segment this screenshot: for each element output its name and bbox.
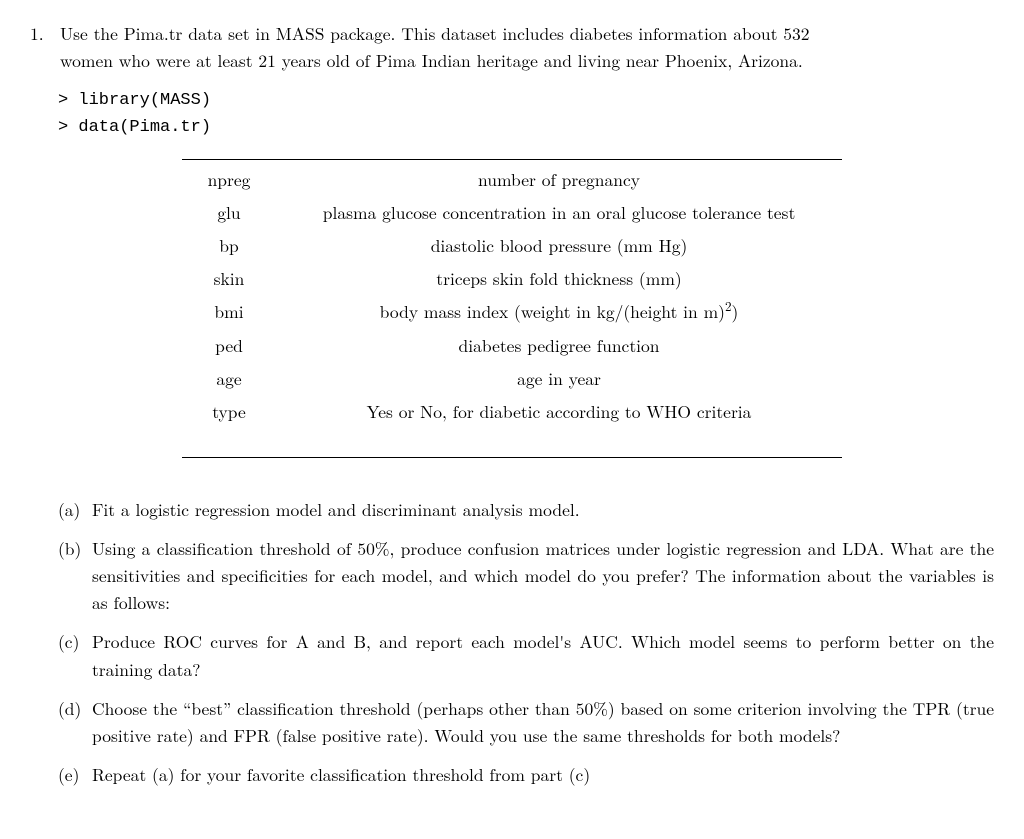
var-desc: diabetes pedigree function <box>276 329 842 362</box>
subpart-body: Using a classification threshold of 50%,… <box>92 535 994 616</box>
table-row: age age in year <box>182 362 842 395</box>
var-desc: diastolic blood pressure (mm Hg) <box>276 229 842 262</box>
var-name: bp <box>182 229 276 262</box>
table-row: npreg number of pregnancy <box>182 160 842 196</box>
code-line-1: > library(MASS) <box>58 88 994 114</box>
var-name: ped <box>182 329 276 362</box>
code-block: > library(MASS) > data(Pima.tr) <box>58 88 994 141</box>
subpart-body: Produce ROC curves for A and B, and repo… <box>92 628 994 682</box>
subparts: (a) Fit a logistic regression model and … <box>58 496 994 788</box>
subpart-label: (c) <box>58 628 88 655</box>
question-text-line1: Use the Pima.tr data set in MASS package… <box>60 21 810 46</box>
var-name: npreg <box>182 160 276 196</box>
var-desc: plasma glucose concentration in an oral … <box>276 196 842 229</box>
subpart-d: (d) Choose the “best” classification thr… <box>58 695 994 749</box>
subpart-body: Repeat (a) for your favorite classificat… <box>92 761 994 788</box>
var-desc: number of pregnancy <box>276 160 842 196</box>
variable-table: npreg number of pregnancy glu plasma glu… <box>182 160 842 431</box>
var-desc: Yes or No, for diabetic according to WHO… <box>276 395 842 431</box>
table-row: bmi body mass index (weight in kg/(heigh… <box>182 295 842 328</box>
subpart-body: Choose the “best” classification thresho… <box>92 695 994 749</box>
subpart-label: (e) <box>58 761 88 788</box>
var-name: type <box>182 395 276 431</box>
table-row: type Yes or No, for diabetic according t… <box>182 395 842 431</box>
question-1: 1. Use the Pima.tr data set in MASS pack… <box>30 20 994 74</box>
subpart-b: (b) Using a classification threshold of … <box>58 535 994 616</box>
var-name: bmi <box>182 295 276 328</box>
question-number: 1. <box>30 20 54 47</box>
subpart-a: (a) Fit a logistic regression model and … <box>58 496 994 523</box>
variable-table-wrap: npreg number of pregnancy glu plasma glu… <box>30 159 994 458</box>
var-desc: age in year <box>276 362 842 395</box>
var-desc-pre: body mass index (weight in kg/(height in… <box>380 299 725 324</box>
var-name: glu <box>182 196 276 229</box>
question-body: Use the Pima.tr data set in MASS package… <box>60 20 994 74</box>
code-line-2: > data(Pima.tr) <box>58 115 994 141</box>
table-row: ped diabetes pedigree function <box>182 329 842 362</box>
subpart-c: (c) Produce ROC curves for A and B, and … <box>58 628 994 682</box>
table-row: bp diastolic blood pressure (mm Hg) <box>182 229 842 262</box>
var-name: age <box>182 362 276 395</box>
question-text-line2: women who were at least 21 years old of … <box>60 48 803 73</box>
var-desc-post: ) <box>732 299 739 324</box>
subpart-e: (e) Repeat (a) for your favorite classif… <box>58 761 994 788</box>
subpart-label: (a) <box>58 496 88 523</box>
var-name: skin <box>182 262 276 295</box>
subpart-label: (d) <box>58 695 88 722</box>
variable-table-inner: npreg number of pregnancy glu plasma glu… <box>182 159 842 458</box>
subpart-label: (b) <box>58 535 88 562</box>
table-row: skin triceps skin fold thickness (mm) <box>182 262 842 295</box>
var-desc: body mass index (weight in kg/(height in… <box>276 295 842 328</box>
var-desc: triceps skin fold thickness (mm) <box>276 262 842 295</box>
subpart-body: Fit a logistic regression model and disc… <box>92 496 994 523</box>
table-row: glu plasma glucose concentration in an o… <box>182 196 842 229</box>
